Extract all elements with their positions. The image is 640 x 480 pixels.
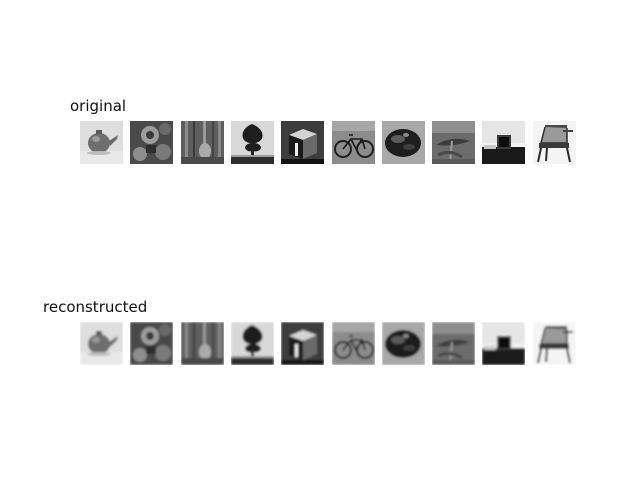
original-image-box [281,121,324,164]
original-image-chair [533,121,576,164]
reconstructed-row-title: reconstructed [43,298,148,316]
original-row-title: original [70,97,127,115]
reconstructed-image-tree [231,322,274,365]
original-image-forest-floor [181,121,224,164]
reconstructed-image-plant [432,322,475,365]
original-image-tree [231,121,274,164]
reconstructed-image-flowers [130,322,173,365]
reconstructed-image-box [281,322,324,365]
original-image-stone [382,121,425,164]
original-image-tv-monitor [482,121,525,164]
reconstructed-image-teapot [80,322,123,365]
reconstructed-image-bicycle [332,322,375,365]
original-image-flowers [130,121,173,164]
original-image-bicycle [332,121,375,164]
original-image-teapot [80,121,123,164]
reconstructed-image-stone [382,322,425,365]
reconstructed-image-forest-floor [181,322,224,365]
reconstructed-image-tv-monitor [482,322,525,365]
reconstructed-image-chair [533,322,576,365]
original-image-plant [432,121,475,164]
